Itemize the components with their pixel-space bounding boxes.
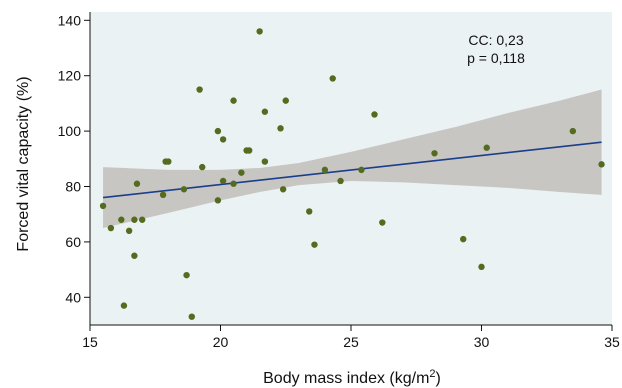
data-point bbox=[131, 252, 138, 259]
data-point bbox=[183, 271, 190, 279]
data-point bbox=[230, 180, 237, 187]
x-axis-title-close: ) bbox=[436, 370, 441, 387]
y-tick-label: 40 bbox=[65, 289, 81, 305]
data-point bbox=[371, 111, 378, 118]
data-point bbox=[118, 216, 125, 223]
data-point bbox=[188, 313, 195, 320]
x-axis-title: Body mass index (kg/m2) bbox=[263, 368, 441, 387]
data-point bbox=[431, 150, 438, 157]
data-point bbox=[238, 169, 245, 176]
data-point bbox=[282, 97, 289, 104]
data-point bbox=[214, 197, 222, 204]
data-point bbox=[261, 108, 269, 115]
y-tick-label: 80 bbox=[65, 179, 81, 195]
data-point bbox=[219, 177, 227, 185]
y-tick-label: 140 bbox=[58, 12, 82, 28]
data-point bbox=[165, 158, 172, 165]
data-point bbox=[99, 202, 107, 210]
data-point bbox=[230, 97, 237, 104]
correlation-coefficient-label: CC: 0,23 bbox=[468, 32, 523, 48]
data-point bbox=[125, 227, 133, 235]
annotation-layer: CC: 0,23 p = 0,118 bbox=[467, 32, 525, 66]
x-tick-label: 30 bbox=[474, 334, 490, 350]
p-value-label: p = 0,118 bbox=[467, 50, 525, 66]
confidence-band-layer bbox=[103, 89, 602, 229]
data-point bbox=[277, 125, 284, 132]
x-axis-title-main: Body mass index (kg/m bbox=[263, 370, 429, 387]
data-point bbox=[120, 302, 128, 309]
data-point bbox=[159, 191, 167, 199]
data-point bbox=[219, 136, 227, 143]
axes-layer: 40 60 80 100 120 140 15 20 25 30 35 bbox=[58, 12, 620, 350]
data-point bbox=[329, 75, 336, 82]
data-point bbox=[246, 147, 253, 154]
data-point bbox=[598, 161, 605, 168]
y-axis-title: Forced vital capacity (%) bbox=[15, 76, 32, 251]
x-tick-label: 35 bbox=[604, 334, 620, 350]
data-point bbox=[256, 28, 263, 35]
data-point bbox=[358, 166, 365, 174]
data-point bbox=[311, 241, 318, 248]
x-tick-label: 20 bbox=[213, 334, 229, 350]
data-point bbox=[478, 263, 485, 271]
data-point bbox=[321, 166, 329, 174]
data-point bbox=[139, 216, 146, 223]
y-tick-label: 60 bbox=[65, 234, 81, 250]
data-point bbox=[199, 163, 206, 171]
confidence-band bbox=[103, 89, 602, 229]
data-point bbox=[180, 186, 188, 193]
x-tick-label: 15 bbox=[82, 334, 98, 350]
data-point bbox=[306, 208, 313, 215]
x-axis-title-superscript: 2 bbox=[429, 368, 435, 380]
data-point bbox=[379, 219, 386, 226]
data-point bbox=[460, 235, 467, 243]
data-point bbox=[196, 86, 203, 93]
data-point bbox=[133, 180, 141, 187]
data-point bbox=[483, 144, 490, 151]
y-tick-label: 100 bbox=[58, 123, 82, 139]
data-point bbox=[131, 216, 138, 223]
data-point bbox=[279, 186, 287, 193]
x-tick-label: 25 bbox=[343, 334, 359, 350]
data-point bbox=[261, 158, 269, 165]
data-point bbox=[569, 127, 577, 135]
data-point bbox=[214, 127, 222, 135]
data-points-layer bbox=[99, 28, 605, 320]
data-point bbox=[107, 224, 115, 232]
data-point bbox=[337, 177, 344, 185]
y-tick-label: 120 bbox=[58, 68, 82, 84]
